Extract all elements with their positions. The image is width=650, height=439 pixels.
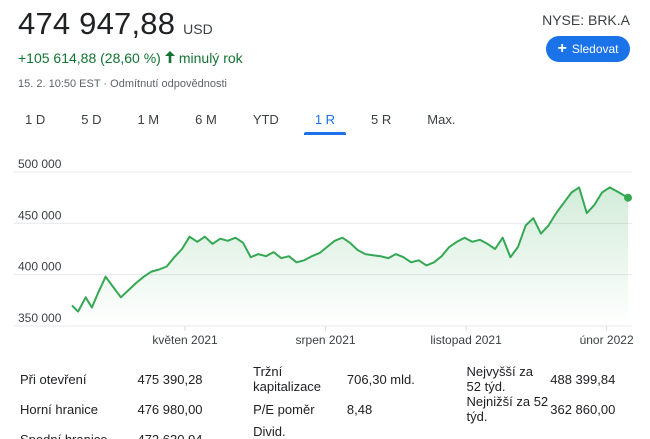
range-tab[interactable]: Max. [427, 112, 456, 127]
x-tick-label: srpen 2021 [296, 333, 356, 347]
stat-value: 476 980,00 [137, 401, 203, 417]
stat-value: 362 860,00 [550, 401, 616, 417]
y-tick-label: 350 000 [18, 311, 62, 325]
follow-button[interactable]: + Sledovat [546, 36, 630, 62]
range-tab[interactable]: YTD [252, 112, 279, 127]
range-tab[interactable]: 1 D [25, 112, 46, 127]
stat-value: 472 630,94 [137, 431, 203, 439]
x-tick-label: květen 2021 [152, 333, 218, 347]
x-tick-label: listopad 2021 [430, 333, 502, 347]
stats-row: Při otevření 475 390,28 Tržní kapitalizace… [20, 364, 630, 394]
stats-row: Spodní hranice 472 630,94 Divid. výnosnost… [20, 424, 630, 439]
price-chart: 500 000 450 000 400 000 350 000 květen 2021 s… [14, 157, 634, 347]
stat-value [550, 424, 630, 439]
price-series-line [71, 186, 629, 313]
stat-value: - [346, 431, 352, 439]
stat-label [439, 424, 551, 439]
stat-label: P/E poměr [253, 401, 315, 417]
change-period: minulý rok [178, 50, 243, 66]
quote-meta: 15. 2. 10:50 EST · Odmítnutí odpovědnost… [18, 78, 227, 90]
stat-label: Tržní kapitalizace [253, 364, 322, 394]
price-area-fill [72, 187, 628, 326]
stat-label: Nejnižší za 52 týd. [466, 394, 549, 424]
stat-label: Horní hranice [20, 401, 99, 417]
range-tab[interactable]: 1 M [137, 112, 160, 127]
stat-label: Nejvyšší za 52 týd. [466, 364, 533, 394]
current-price: 474 947,88 [18, 6, 176, 41]
stats-row: Horní hranice 476 980,00 P/E poměr 8,48 Nejn… [20, 394, 630, 424]
key-stats: Při otevření 475 390,28 Tržní kapitalizace… [20, 364, 630, 439]
stat-value: 706,30 mld. [346, 371, 415, 387]
y-tick-label: 450 000 [18, 208, 62, 222]
range-tab[interactable]: 5 R [371, 112, 392, 127]
x-tick-label: únor 2022 [580, 333, 634, 347]
price-change-row: +105 614,88 (28,60 %) minulý rok [18, 50, 243, 66]
quote-timestamp: 15. 2. 10:50 EST [18, 78, 101, 90]
range-tab[interactable]: 6 M [195, 112, 217, 127]
range-tabs: 1 D 5 D 1 M 6 M YTD 1 R 5 R Max. [14, 106, 480, 135]
range-tab[interactable]: 5 D [81, 112, 102, 127]
y-tick-label: 500 000 [18, 157, 62, 171]
stat-value: 475 390,28 [137, 371, 203, 387]
disclaimer-link[interactable]: Odmítnutí odpovědnosti [110, 78, 227, 90]
stat-label: Divid. výnosnost [253, 424, 286, 439]
ticker-symbol: NYSE: BRK.A [542, 12, 630, 28]
follow-button-label: Sledovat [571, 42, 619, 56]
price-row: 474 947,88 USD [18, 6, 213, 42]
meta-separator: · [103, 78, 108, 90]
currency-label: USD [183, 21, 213, 37]
plus-icon: + [557, 40, 567, 57]
stat-value: 488 399,84 [550, 371, 616, 387]
range-tab[interactable]: 1 R [303, 106, 347, 135]
stat-value: 8,48 [346, 401, 373, 417]
arrow-up-icon [164, 50, 175, 66]
y-tick-label: 400 000 [18, 260, 62, 274]
price-change-value: +105 614,88 (28,60 %) [18, 50, 161, 66]
stat-label: Při otevření [20, 371, 87, 387]
stat-label: Spodní hranice [20, 431, 108, 439]
key-stats-table: Při otevření 475 390,28 Tržní kapitalizace… [20, 364, 630, 439]
last-price-point [624, 193, 632, 202]
